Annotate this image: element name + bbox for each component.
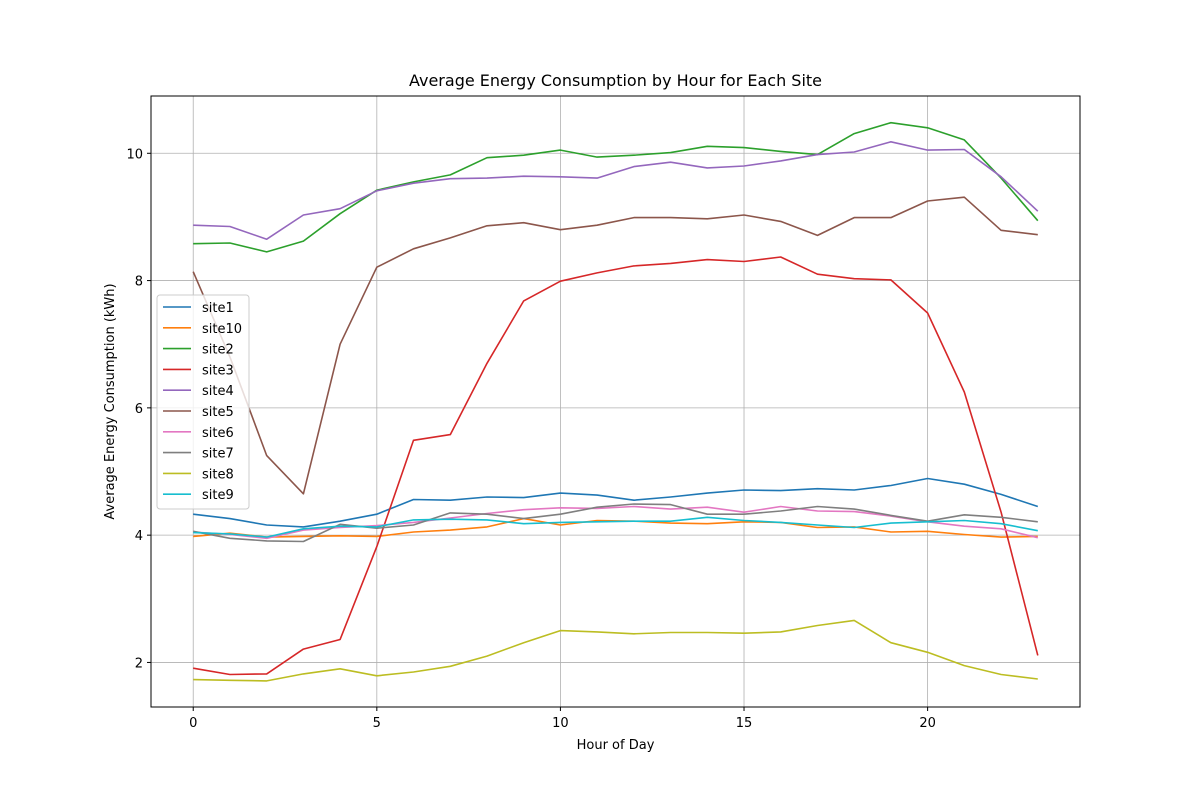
- legend-item-site7: site7: [163, 447, 234, 462]
- y-axis-label: Average Energy Consumption (kWh): [103, 283, 118, 519]
- legend-label: site1: [202, 301, 234, 316]
- series-line-site4: [193, 141, 1039, 240]
- legend-label: site7: [202, 447, 234, 462]
- chart-title: Average Energy Consumption by Hour for E…: [409, 71, 822, 90]
- series-line-site1: [193, 477, 1039, 528]
- x-axis-ticks: 0 5 10 15 20: [189, 707, 936, 731]
- x-tick-label: 20: [919, 716, 936, 731]
- legend-item-site10: site10: [163, 322, 242, 337]
- legend-item-site6: site6: [163, 426, 234, 441]
- legend-item-site3: site3: [163, 363, 234, 378]
- y-tick-label: 4: [135, 529, 143, 544]
- legend-item-site1: site1: [163, 301, 234, 316]
- legend-item-site2: site2: [163, 343, 234, 358]
- legend-item-site5: site5: [163, 405, 234, 420]
- legend-item-site9: site9: [163, 488, 234, 503]
- series-line-site5: [192, 196, 1038, 495]
- series-line-site9: [193, 516, 1038, 538]
- legend-item-site4: site4: [163, 384, 234, 399]
- series-line-site2: [193, 121, 1039, 253]
- x-tick-label: 15: [736, 716, 753, 731]
- y-tick-label: 2: [135, 656, 143, 671]
- legend-label: site2: [202, 343, 234, 358]
- legend: site1 site10 site2 site3 site4 site5 site6 site…: [156, 294, 250, 510]
- grid: [151, 96, 1080, 707]
- x-tick-label: 5: [373, 716, 381, 731]
- x-tick-label: 0: [189, 716, 197, 731]
- legend-label: site10: [202, 322, 242, 337]
- series-line-site3: [193, 256, 1039, 676]
- y-tick-label: 10: [126, 147, 143, 162]
- legend-label: site3: [202, 363, 234, 378]
- legend-item-site8: site8: [163, 467, 234, 482]
- y-tick-label: 6: [135, 402, 143, 417]
- x-tick-label: 10: [552, 716, 569, 731]
- series-line-site8: [193, 619, 1038, 682]
- y-tick-label: 8: [135, 275, 143, 290]
- legend-label: site9: [202, 488, 234, 503]
- series-lines: [192, 121, 1039, 682]
- legend-entries: site1 site10 site2 site3 site4 site5 site6 site…: [163, 301, 242, 503]
- legend-label: site8: [202, 467, 234, 482]
- legend-label: site4: [202, 384, 234, 399]
- y-axis-ticks: 2 4 6 8 10: [126, 147, 151, 671]
- legend-label: site6: [202, 426, 234, 441]
- plot-frame: [150, 95, 1081, 708]
- legend-label: site5: [202, 405, 234, 420]
- x-axis-label: Hour of Day: [577, 738, 655, 753]
